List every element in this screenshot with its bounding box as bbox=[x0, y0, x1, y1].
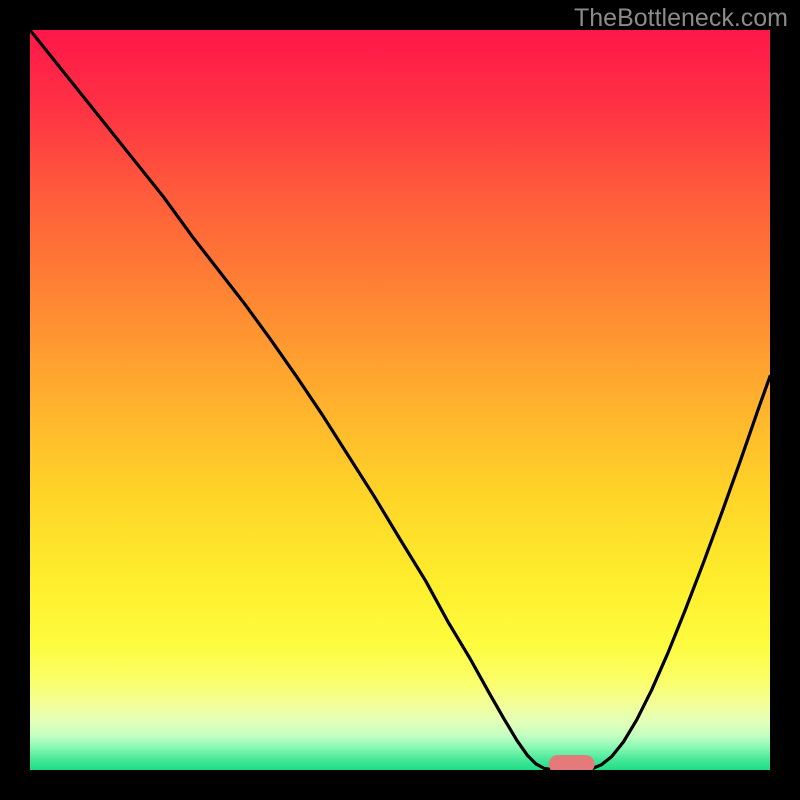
bottleneck-curve bbox=[30, 30, 770, 770]
plot-area bbox=[30, 30, 770, 770]
optimal-marker bbox=[549, 755, 595, 770]
curve-layer bbox=[30, 30, 770, 770]
watermark-text: TheBottleneck.com bbox=[574, 4, 788, 33]
chart-root: TheBottleneck.com bbox=[0, 0, 800, 800]
